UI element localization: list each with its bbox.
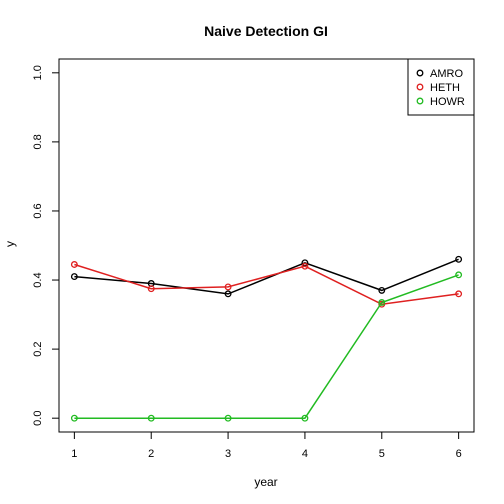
data-point-amro	[70, 273, 78, 281]
data-point-howr	[70, 414, 78, 422]
y-axis-label: y	[3, 241, 17, 247]
data-point-howr	[301, 414, 309, 422]
legend-label: HOWR	[430, 96, 465, 108]
series-line-amro	[74, 258, 459, 295]
chart-title: Naive Detection GI	[204, 23, 328, 39]
data-point-amro	[224, 290, 232, 298]
y-tick-label: 0.4	[32, 272, 44, 287]
data-point-heth	[70, 261, 78, 268]
data-point-heth	[301, 262, 309, 270]
x-tick-label: 1	[71, 448, 77, 460]
legend-label: HETH	[430, 82, 460, 94]
x-tick-label: 2	[148, 448, 154, 460]
legend-marker-heth	[416, 83, 424, 91]
axes: 1 2 3 4 5 6 0.0 0.2 0.4 0.6 0.8 1.0	[32, 65, 462, 460]
series-line-howr	[74, 274, 459, 419]
data-point-howr	[147, 414, 155, 422]
y-tick-label: 0.2	[32, 341, 44, 356]
data-point-amro	[455, 255, 463, 263]
legend-label: AMRO	[430, 68, 463, 80]
x-tick-label: 3	[225, 448, 231, 460]
x-tick-label: 4	[302, 448, 308, 460]
series-line-heth	[74, 263, 459, 305]
y-tick-label: 1.0	[32, 65, 44, 80]
data-point-heth	[455, 290, 463, 298]
data-point-heth	[147, 285, 155, 293]
x-tick-label: 5	[379, 448, 385, 460]
legend-box	[407, 58, 475, 116]
data-point-howr	[378, 299, 386, 306]
plot-frame	[58, 58, 475, 433]
legend-marker-amro	[416, 69, 424, 77]
legend-marker-howr	[416, 97, 424, 105]
series-layer	[70, 255, 463, 422]
data-point-amro	[378, 286, 386, 294]
data-point-heth	[224, 283, 232, 291]
y-tick-label: 0.8	[32, 134, 44, 149]
legend: AMRO HETH HOWR	[407, 58, 475, 116]
data-point-howr	[455, 271, 463, 279]
x-axis-label: year	[254, 475, 277, 489]
y-tick-label: 0.6	[32, 203, 44, 218]
data-point-howr	[224, 414, 232, 422]
x-tick-label: 6	[456, 448, 462, 460]
y-tick-label: 0.0	[32, 411, 44, 426]
